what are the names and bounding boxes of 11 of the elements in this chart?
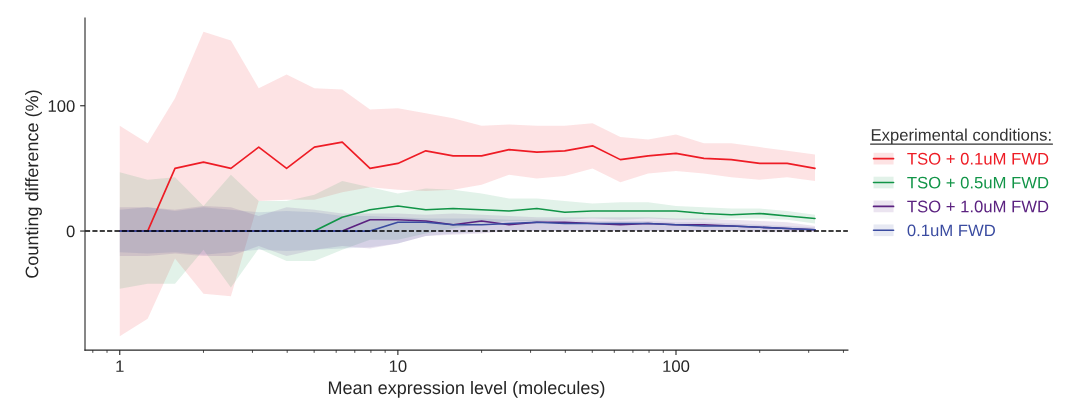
y-tick-label: 0 bbox=[66, 225, 75, 238]
legend-label: TSO + 1.0uM FWD bbox=[907, 200, 1049, 213]
legend-label: 0.1uM FWD bbox=[907, 224, 995, 237]
legend-label: TSO + 0.5uM FWD bbox=[907, 176, 1049, 189]
y-axis-title: Counting difference (%) bbox=[25, 90, 42, 278]
legend-label: TSO + 0.1uM FWD bbox=[907, 152, 1049, 165]
x-tick-label: 100 bbox=[663, 360, 690, 373]
x-axis-title: Mean expression level (molecules) bbox=[328, 380, 605, 398]
legend-title: Experimental conditions: bbox=[871, 128, 1051, 145]
x-tick-label: 10 bbox=[389, 360, 407, 373]
x-tick-label: 1 bbox=[116, 360, 124, 372]
